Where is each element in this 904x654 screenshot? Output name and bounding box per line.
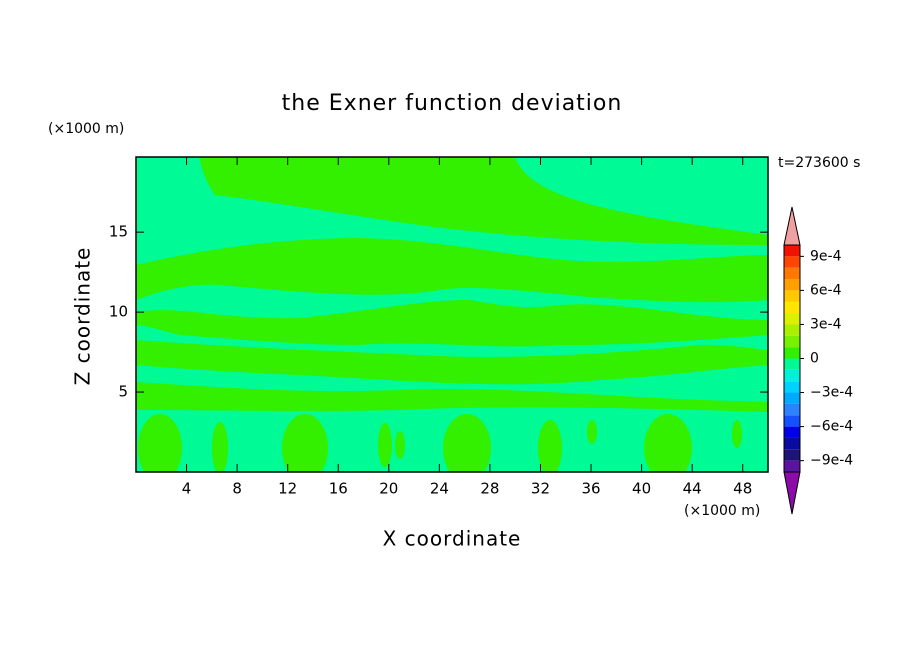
x-tick-label: 28 [480, 480, 499, 498]
y-unit: (×1000 m) [48, 121, 124, 137]
contour-region [136, 238, 768, 303]
contour-region [587, 420, 597, 444]
colorbar-box [784, 426, 800, 438]
contour-region [136, 382, 768, 412]
colorbar-box [784, 313, 800, 325]
colorbar-box [784, 392, 800, 404]
x-axis-title: X coordinate [383, 527, 522, 551]
contour-region [138, 414, 182, 472]
colorbar-box [784, 358, 800, 370]
colorbar-box [784, 256, 800, 268]
colorbar-box [784, 335, 800, 348]
colorbar-label: −9e-4 [810, 453, 853, 469]
colorbar-label: 3e-4 [810, 316, 842, 332]
colorbar-label: 6e-4 [810, 282, 842, 298]
plot-frame [135, 156, 769, 473]
chart-title: the Exner function deviation [282, 91, 623, 116]
colorbar-label: 0 [810, 351, 819, 367]
colorbar-box [784, 449, 800, 461]
contour-field [136, 157, 768, 472]
contour-region [136, 340, 768, 385]
colorbar-extend [783, 471, 801, 515]
colorbar-extend [783, 206, 801, 246]
x-tick-label: 40 [632, 480, 651, 498]
colorbar-box [784, 437, 800, 450]
x-tick-label: 36 [581, 480, 600, 498]
contour-region [136, 300, 768, 347]
colorbar-box [784, 290, 800, 302]
colorbar-box [784, 347, 800, 359]
x-tick-label: 44 [683, 480, 702, 498]
colorbar-box [784, 245, 800, 257]
contour-region [378, 423, 392, 467]
contour-region [212, 422, 228, 472]
contour-region [644, 414, 692, 472]
colorbar-box [784, 460, 800, 472]
time-annotation: t=273600 s [778, 155, 860, 171]
colorbar-label: −3e-4 [810, 385, 853, 401]
colorbar-box [784, 381, 800, 393]
x-tick-label: 24 [430, 480, 449, 498]
contour-region [282, 414, 328, 472]
y-tick-label: 5 [118, 383, 128, 401]
colorbar-box [784, 301, 800, 314]
x-tick-label: 8 [232, 480, 242, 498]
x-tick-label: 20 [379, 480, 398, 498]
y-tick-label: 10 [109, 303, 128, 321]
contour-region [732, 420, 742, 448]
colorbar-box [784, 369, 800, 382]
colorbar-box [784, 415, 800, 427]
colorbar-box [784, 403, 800, 416]
colorbar-label: 9e-4 [810, 248, 842, 264]
colorbar-box [784, 267, 800, 280]
x-tick-label: 32 [531, 480, 550, 498]
x-tick-label: 12 [278, 480, 297, 498]
x-tick-label: 4 [182, 480, 192, 498]
colorbar-label: −6e-4 [810, 419, 853, 435]
contour-region [200, 157, 768, 245]
colorbar-box [784, 279, 800, 291]
x-tick-label: 16 [329, 480, 348, 498]
x-unit: (×1000 m) [684, 503, 760, 519]
y-axis-title: Z coordinate [71, 247, 95, 386]
x-tick-label: 48 [733, 480, 752, 498]
y-tick-label: 15 [109, 223, 128, 241]
contour-region [538, 420, 562, 472]
colorbar-box [784, 324, 800, 336]
contour-region [443, 414, 491, 472]
contour-region [395, 431, 405, 459]
